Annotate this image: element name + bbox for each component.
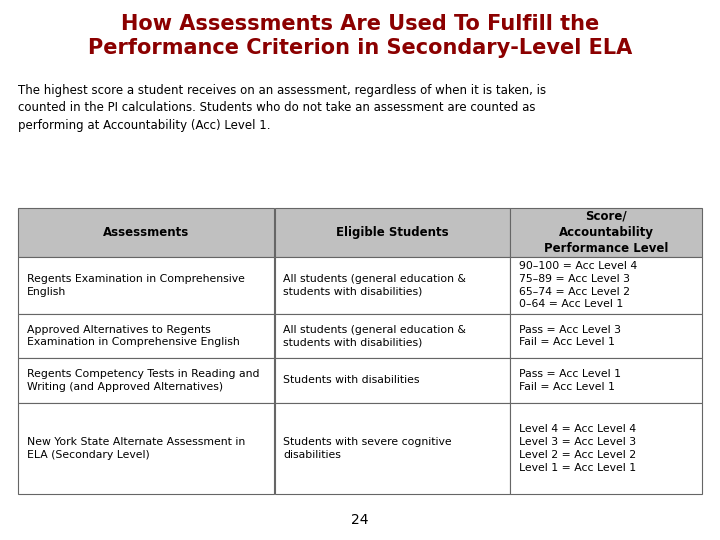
Bar	[274, 208, 510, 256]
Text: Level 4 = Acc Level 4
Level 3 = Acc Level 3
Level 2 = Acc Level 2
Level 1 = Acc : Level 4 = Acc Level 4 Level 3 = Acc Leve…	[519, 424, 636, 472]
Text: Students with disabilities: Students with disabilities	[283, 375, 420, 386]
Text: 90–100 = Acc Level 4
75–89 = Acc Level 3
65–74 = Acc Level 2
0–64 = Acc Level 1: 90–100 = Acc Level 4 75–89 = Acc Level 3…	[519, 261, 637, 309]
Bar	[510, 402, 702, 494]
Text: Students with severe cognitive
disabilities: Students with severe cognitive disabilit…	[283, 437, 451, 460]
Bar	[274, 256, 510, 314]
Text: How Assessments Are Used To Fulfill the
Performance Criterion in Secondary-Level: How Assessments Are Used To Fulfill the …	[88, 14, 632, 57]
Text: Approved Alternatives to Regents
Examination in Comprehensive English: Approved Alternatives to Regents Examina…	[27, 325, 239, 347]
Bar	[18, 256, 274, 314]
Bar	[274, 402, 510, 494]
Text: Regents Examination in Comprehensive
English: Regents Examination in Comprehensive Eng…	[27, 274, 245, 296]
Bar	[510, 358, 702, 402]
Bar	[18, 314, 274, 358]
Text: 24: 24	[351, 512, 369, 526]
Bar	[510, 256, 702, 314]
Text: Pass = Acc Level 3
Fail = Acc Level 1: Pass = Acc Level 3 Fail = Acc Level 1	[519, 325, 621, 347]
Text: Eligible Students: Eligible Students	[336, 226, 449, 239]
Text: Assessments: Assessments	[103, 226, 189, 239]
Text: Regents Competency Tests in Reading and
Writing (and Approved Alternatives): Regents Competency Tests in Reading and …	[27, 369, 259, 392]
Bar	[274, 314, 510, 358]
Text: All students (general education &
students with disabilities): All students (general education & studen…	[283, 274, 466, 296]
Bar	[274, 358, 510, 402]
Text: All students (general education &
students with disabilities): All students (general education & studen…	[283, 325, 466, 347]
Text: The highest score a student receives on an assessment, regardless of when it is : The highest score a student receives on …	[18, 84, 546, 132]
Bar	[18, 402, 274, 494]
Text: Score/
Accountability
Performance Level: Score/ Accountability Performance Level	[544, 210, 668, 255]
Text: Pass = Acc Level 1
Fail = Acc Level 1: Pass = Acc Level 1 Fail = Acc Level 1	[519, 369, 621, 392]
Bar	[510, 314, 702, 358]
Text: New York State Alternate Assessment in
ELA (Secondary Level): New York State Alternate Assessment in E…	[27, 437, 245, 460]
Bar	[18, 208, 274, 256]
Bar	[18, 358, 274, 402]
Bar	[510, 208, 702, 256]
